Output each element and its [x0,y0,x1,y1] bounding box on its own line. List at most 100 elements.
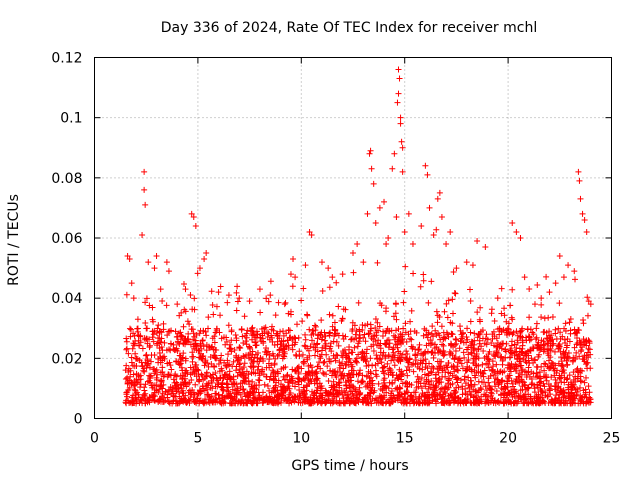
data-point [180,350,187,357]
data-point [434,195,441,202]
data-point [407,328,414,335]
data-point [377,345,384,352]
data-point [445,377,452,384]
data-point [353,371,360,378]
data-point [398,340,405,347]
data-point [426,204,433,211]
data-point [417,359,424,366]
data-point [584,312,591,319]
data-point [163,259,170,266]
data-point [167,340,174,347]
data-point [549,313,556,320]
data-point [215,361,222,368]
data-point [503,348,510,355]
data-point [234,387,241,394]
grid-layer [94,57,612,419]
data-point [481,340,488,347]
data-point [513,228,520,235]
data-point [227,394,234,401]
data-point [518,362,525,369]
data-point [565,262,572,269]
data-point [128,354,135,361]
data-point [479,361,486,368]
data-point [319,369,326,376]
data-point [284,397,291,404]
data-point [366,330,373,337]
data-point [493,388,500,395]
data-point [469,262,476,269]
data-point [465,356,472,363]
data-point [394,99,401,106]
data-point [343,361,350,368]
data-point [195,390,202,397]
data-point [200,376,207,383]
data-point [345,391,352,398]
data-point [577,377,584,384]
data-point [339,370,346,377]
data-point [492,383,499,390]
data-point [472,374,479,381]
data-point [190,353,197,360]
data-point [438,385,445,392]
data-point [295,375,302,382]
data-point [286,391,293,398]
data-point [408,343,415,350]
data-point [509,349,516,356]
data-point [478,386,485,393]
data-point [386,344,393,351]
data-point [416,399,423,406]
data-point [149,304,156,311]
data-point [412,394,419,401]
data-point [168,327,175,334]
data-point [362,322,369,329]
data-point [291,367,298,374]
data-point [217,357,224,364]
data-point [193,367,200,374]
data-point [211,339,218,346]
data-point [239,396,246,403]
data-point [368,400,375,407]
data-point [260,338,267,345]
data-point [544,339,551,346]
data-point [422,383,429,390]
data-point [579,210,586,217]
data-point [445,369,452,376]
data-point [353,358,360,365]
data-point [498,377,505,384]
data-point [506,330,513,337]
data-point [198,371,205,378]
data-point [310,391,317,398]
data-point [200,327,207,334]
data-point [471,347,478,354]
data-point [541,383,548,390]
data-point [401,398,408,405]
data-point [130,330,137,337]
x-tick-label: 15 [396,431,414,447]
data-point [467,298,474,305]
data-point [132,350,139,357]
data-point [191,295,198,302]
data-point [225,322,232,329]
data-point [295,399,302,406]
data-point [283,372,290,379]
data-point [292,274,299,281]
data-point [317,365,324,372]
data-point [221,395,228,402]
data-point [541,315,548,322]
data-point [359,378,366,385]
data-point [547,338,554,345]
ticks-layer: 0 5 10 15 20 25 0 0.02 0.04 0.06 0.08 0.1 0.12 [51,51,620,447]
data-point [555,342,562,349]
data-point [174,333,181,340]
data-point [372,325,379,332]
data-point [475,378,482,385]
data-point [261,381,268,388]
data-point [570,369,577,376]
data-point [179,390,186,397]
data-point [151,397,158,404]
data-point [221,359,228,366]
data-point [582,391,589,398]
data-point [544,345,551,352]
data-point [166,386,173,393]
data-point [439,341,446,348]
